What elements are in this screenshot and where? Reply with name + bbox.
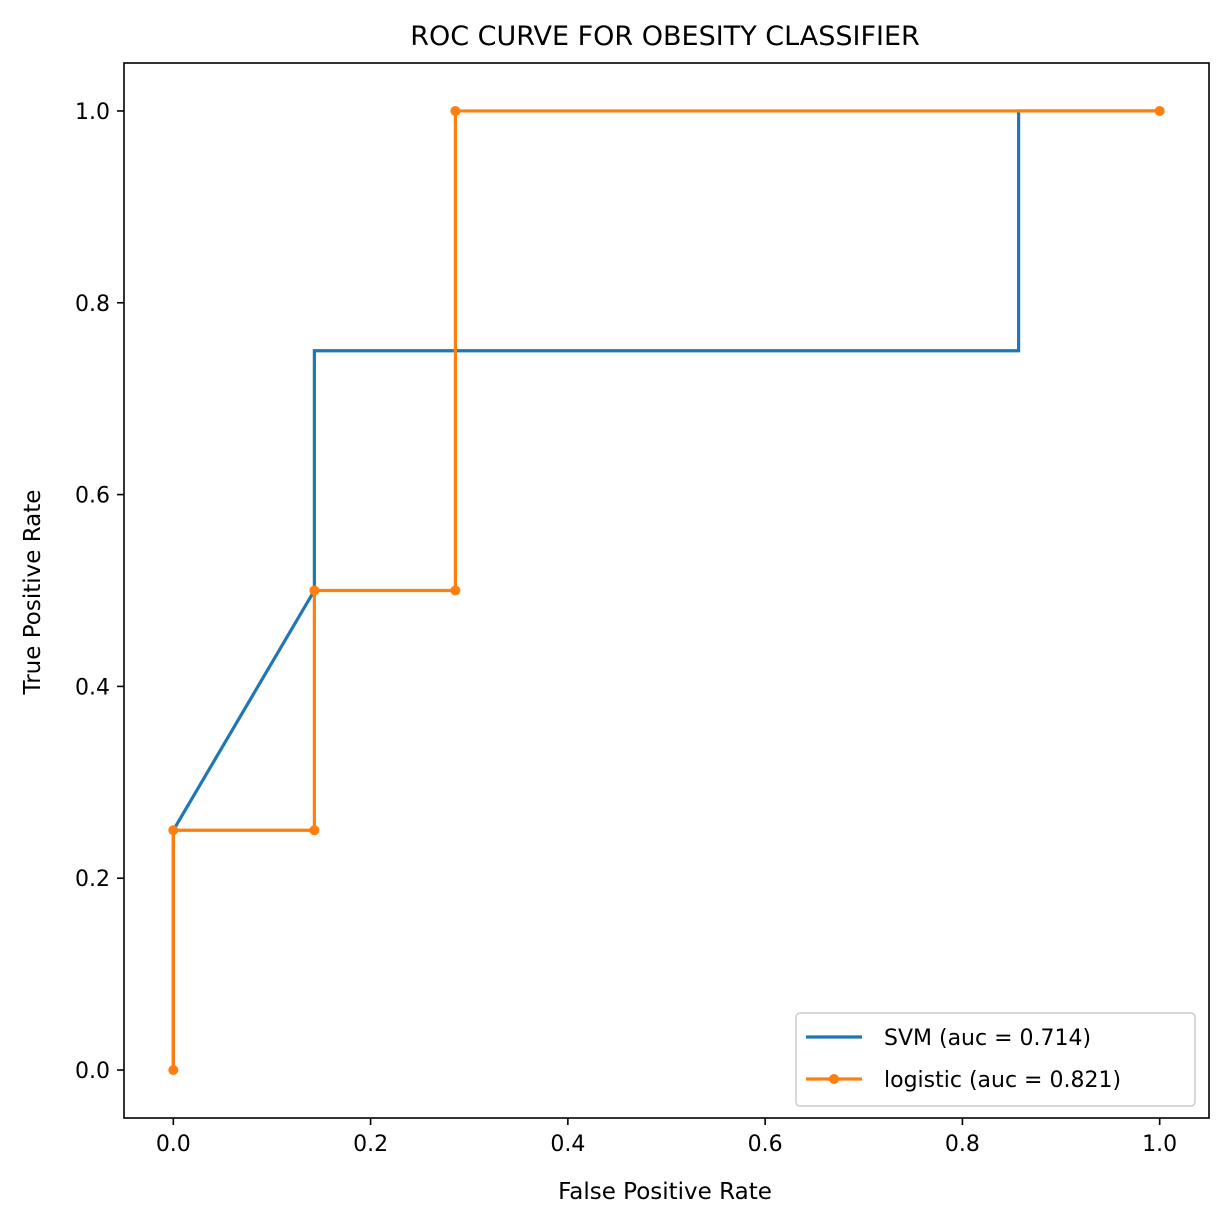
series-layer <box>168 105 1165 1076</box>
legend-box <box>795 1012 1196 1107</box>
y-axis-label: True Positive Rate <box>20 490 46 696</box>
x-axis-ticks: 0.0 0.2 0.4 0.6 0.8 1.0 <box>156 1118 1177 1157</box>
series-1 <box>168 105 1165 1076</box>
series-point <box>1154 105 1165 116</box>
x-tick-label: 0.8 <box>945 1132 980 1157</box>
series-point <box>309 825 320 836</box>
y-tick-label: 0.6 <box>75 484 110 509</box>
legend-label: logistic (auc = 0.821) <box>884 1068 1121 1093</box>
series-line <box>171 109 1160 1071</box>
y-tick-label: 0.4 <box>75 675 110 700</box>
series-point <box>168 825 179 836</box>
legend: SVM (auc = 0.714) logistic (auc = 0.821) <box>795 1012 1196 1107</box>
series-point <box>450 585 461 596</box>
series-point <box>309 585 320 596</box>
series-point <box>168 1065 179 1076</box>
y-tick-label: 0.8 <box>75 292 110 317</box>
x-tick-label: 0.6 <box>748 1132 783 1157</box>
y-tick-label: 1.0 <box>75 100 110 125</box>
legend-item: SVM (auc = 0.714) <box>806 1026 1091 1051</box>
x-tick-label: 1.0 <box>1142 1132 1177 1157</box>
plot-area <box>123 62 1210 1119</box>
series-point <box>450 105 461 116</box>
y-tick-label: 0.0 <box>75 1059 110 1084</box>
legend-marker <box>829 1074 839 1084</box>
legend-item: logistic (auc = 0.821) <box>806 1068 1121 1093</box>
legend-label: SVM (auc = 0.714) <box>884 1026 1091 1051</box>
x-tick-label: 0.4 <box>550 1132 585 1157</box>
y-axis-ticks: 0.0 0.2 0.4 0.6 0.8 1.0 <box>75 100 124 1084</box>
x-tick-label: 0.0 <box>156 1132 191 1157</box>
y-tick-label: 0.2 <box>75 867 110 892</box>
chart-title: ROC CURVE FOR OBESITY CLASSIFIER <box>410 21 920 52</box>
x-tick-label: 0.2 <box>353 1132 388 1157</box>
plot-frame <box>123 62 1210 1119</box>
x-axis-label: False Positive Rate <box>558 1179 772 1205</box>
